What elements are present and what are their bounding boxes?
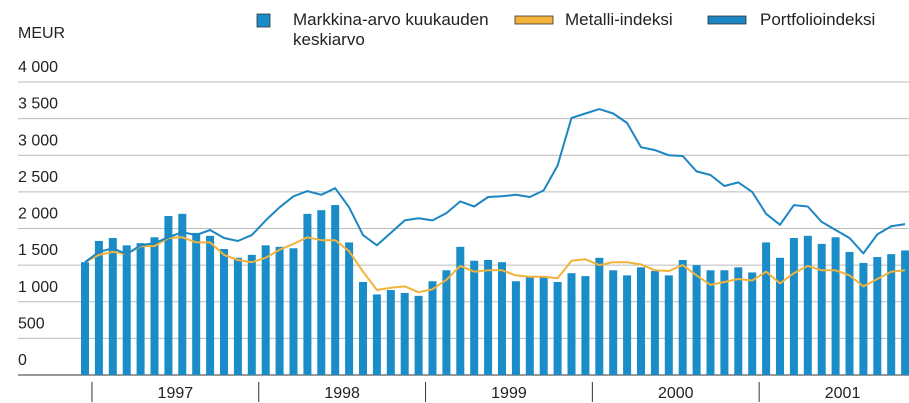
legend-label: Metalli-indeksi	[565, 10, 673, 29]
bar	[511, 281, 520, 375]
bar	[887, 254, 896, 375]
bar	[345, 242, 354, 375]
bar	[94, 240, 103, 375]
bar	[803, 235, 812, 375]
bar	[817, 243, 826, 375]
y-tick-label: 1 000	[18, 279, 58, 296]
bar	[136, 243, 145, 375]
bar	[789, 238, 798, 375]
bar	[678, 259, 687, 375]
bar	[178, 213, 187, 375]
bar	[484, 259, 493, 375]
bar	[567, 273, 576, 375]
bar	[164, 216, 173, 375]
legend-swatch	[256, 13, 271, 28]
bar	[706, 270, 715, 375]
bar	[470, 260, 479, 375]
bar	[372, 294, 381, 375]
bar	[776, 257, 784, 375]
bar	[317, 210, 326, 375]
bar	[108, 238, 117, 375]
legend-label: Portfolioindeksi	[760, 10, 876, 29]
bar	[442, 270, 451, 375]
bar	[762, 242, 771, 375]
bar	[581, 276, 590, 375]
bar	[692, 265, 701, 375]
line	[84, 236, 906, 294]
legend-label: Markkina-arvo kuukauden keskiarvo	[293, 10, 489, 49]
y-axis-title: MEUR	[18, 25, 65, 42]
bar	[261, 245, 270, 375]
bar	[720, 270, 729, 375]
bar	[81, 262, 89, 375]
bar	[623, 275, 632, 375]
bar	[595, 257, 604, 375]
bar	[428, 281, 437, 375]
bar	[400, 292, 409, 375]
bar	[275, 246, 284, 375]
y-tick-label: 0	[18, 352, 27, 369]
bar	[122, 245, 131, 375]
y-tick-label: 2 500	[18, 169, 58, 186]
y-tick-label: 500	[18, 315, 45, 332]
bar	[386, 290, 395, 375]
x-tick-label: 1998	[324, 385, 360, 402]
legend-swatch	[514, 15, 554, 25]
bar	[539, 276, 548, 375]
bar	[748, 272, 757, 375]
x-tick-label: 1999	[491, 385, 527, 402]
bar	[233, 257, 242, 375]
line	[84, 108, 906, 264]
bar	[289, 248, 298, 375]
bar	[247, 254, 256, 375]
y-tick-label: 3 500	[18, 96, 58, 113]
bar	[650, 270, 659, 375]
bar	[609, 270, 618, 375]
y-tick-label: 3 000	[18, 132, 58, 149]
x-tick-label: 2001	[825, 385, 861, 402]
bar	[553, 281, 562, 375]
bar	[845, 251, 854, 375]
bar	[637, 267, 645, 375]
bar	[303, 213, 312, 375]
bar	[831, 237, 840, 375]
y-tick-label: 2 000	[18, 206, 58, 223]
bar	[456, 246, 465, 375]
bar	[331, 205, 340, 375]
bar	[498, 262, 506, 375]
bar	[414, 295, 423, 375]
bar	[734, 267, 743, 375]
bar	[873, 257, 882, 375]
bar	[901, 250, 909, 375]
bar	[220, 249, 228, 375]
bar	[192, 232, 201, 375]
bar	[359, 281, 367, 375]
bar	[664, 275, 673, 375]
legend-swatch	[707, 15, 747, 25]
bar	[525, 276, 534, 375]
y-tick-label: 4 000	[18, 59, 58, 76]
bar	[206, 235, 215, 375]
x-tick-label: 1997	[158, 385, 194, 402]
y-tick-label: 1 500	[18, 242, 58, 259]
bar	[150, 237, 159, 375]
x-tick-label: 2000	[658, 385, 694, 402]
bar	[859, 262, 868, 375]
